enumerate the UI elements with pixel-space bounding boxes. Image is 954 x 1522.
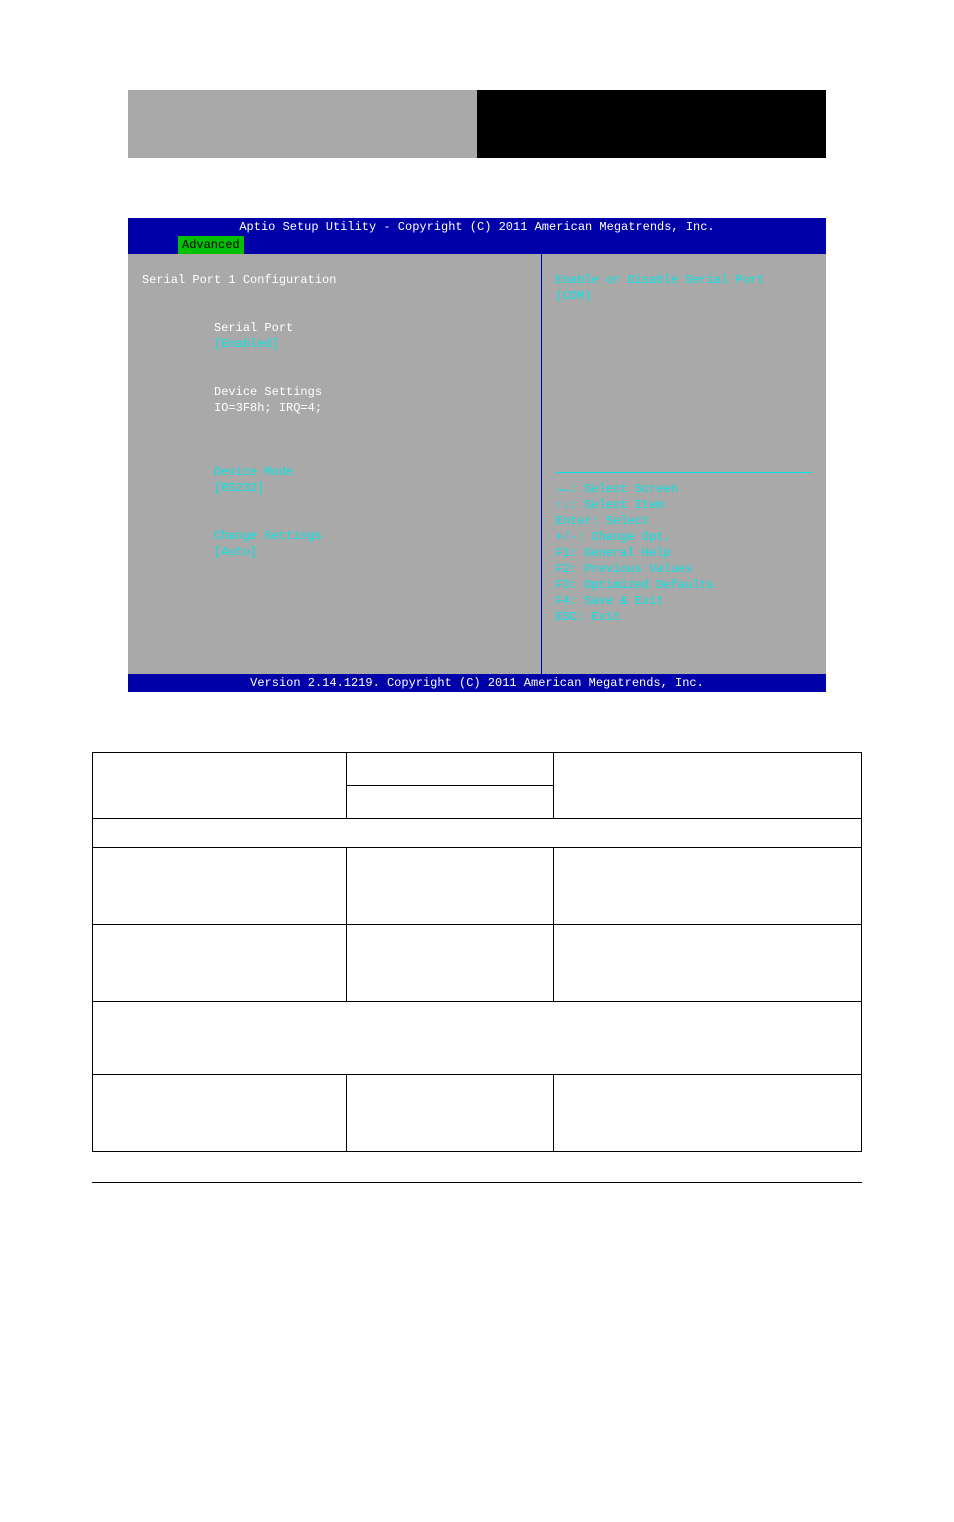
nav-hint: F4: Save & Exit: [556, 593, 812, 609]
setting-label: Change Settings: [214, 528, 464, 544]
table-cell: [346, 925, 554, 1002]
setting-row-device-settings: Device Settings IO=3F8h; IRQ=4;: [142, 368, 527, 432]
table-cell: [554, 1075, 862, 1152]
setting-value: IO=3F8h; IRQ=4;: [214, 401, 322, 415]
table-cell: [93, 753, 347, 819]
top-header-bar: [128, 90, 826, 158]
table-cell: [93, 848, 347, 925]
bios-title-bar: Aptio Setup Utility - Copyright (C) 2011…: [128, 218, 826, 236]
table-cell: [346, 1075, 554, 1152]
blank: [142, 288, 527, 304]
bios-footer: Version 2.14.1219. Copyright (C) 2011 Am…: [128, 674, 826, 692]
section-title: Serial Port 1 Configuration: [142, 272, 527, 288]
bios-tab-row: Advanced: [128, 236, 826, 254]
bios-main-panel: Serial Port 1 Configuration Serial Port …: [128, 254, 542, 674]
help-divider: [556, 472, 812, 473]
table-row: [93, 1002, 862, 1075]
table-cell: [346, 753, 554, 786]
table-cell: [554, 848, 862, 925]
header-gray-block: [128, 90, 477, 158]
table-cell: [554, 753, 862, 819]
bottom-divider: [92, 1182, 862, 1183]
table-cell: [93, 925, 347, 1002]
table-row: [93, 925, 862, 1002]
nav-hint: F3: Optimized Defaults: [556, 577, 812, 593]
setting-label: Serial Port: [214, 320, 464, 336]
setting-row-change-settings[interactable]: Change Settings [Auto]: [142, 512, 527, 576]
table-row: [93, 753, 862, 786]
table-row: [93, 1075, 862, 1152]
nav-hint: Enter: Select: [556, 513, 812, 529]
nav-hint: +/-: Change Opt.: [556, 529, 812, 545]
nav-hint: →←: Select Screen: [556, 481, 812, 497]
bios-body: Serial Port 1 Configuration Serial Port …: [128, 254, 826, 674]
table-row: [93, 819, 862, 848]
setting-row-serial-port[interactable]: Serial Port [Enabled]: [142, 304, 527, 368]
nav-hint: F1: General Help: [556, 545, 812, 561]
help-spacer: [556, 304, 812, 464]
nav-hint: ↑↓: Select Item: [556, 497, 812, 513]
setting-label: Device Mode: [214, 464, 464, 480]
header-black-block: [477, 90, 826, 158]
nav-hint: F2: Previous Values: [556, 561, 812, 577]
table-cell: [93, 1075, 347, 1152]
help-text-line2: (COM): [556, 288, 812, 304]
setting-value[interactable]: [RS232]: [214, 481, 264, 495]
table-cell: [93, 1002, 862, 1075]
nav-hint: ESC: Exit: [556, 609, 812, 625]
table-cell: [93, 819, 862, 848]
table-cell: [346, 786, 554, 819]
bios-screenshot: Aptio Setup Utility - Copyright (C) 2011…: [128, 218, 826, 692]
setting-row-device-mode[interactable]: Device Mode [RS232]: [142, 448, 527, 512]
page-root: Aptio Setup Utility - Copyright (C) 2011…: [0, 90, 954, 1183]
bios-help-panel: Enable or Disable Serial Port (COM) →←: …: [542, 254, 826, 674]
setting-label: Device Settings: [214, 384, 464, 400]
options-table: [92, 752, 862, 1152]
setting-value[interactable]: [Enabled]: [214, 337, 279, 351]
table-row: [93, 848, 862, 925]
blank: [142, 432, 527, 448]
help-text-line1: Enable or Disable Serial Port: [556, 272, 812, 288]
setting-value[interactable]: [Auto]: [214, 545, 257, 559]
table-cell: [346, 848, 554, 925]
table-cell: [554, 925, 862, 1002]
bios-tab-advanced[interactable]: Advanced: [178, 236, 244, 254]
